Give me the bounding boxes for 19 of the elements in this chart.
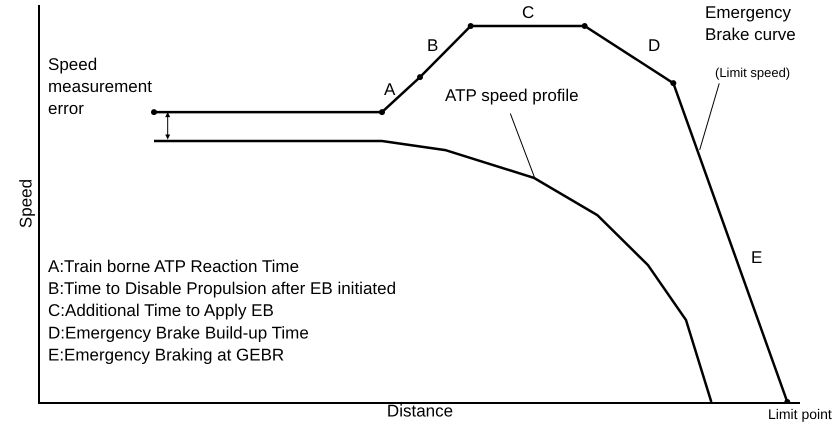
annotation: A:Train borne ATP Reaction Time B:Time to Disable Propulsion after EB initiated C:Additional Time to Apply EB D:Emergency Brake Build-up Time E:Emergency Braking at GEBR <box>48 257 396 364</box>
text: Limit point <box>768 406 832 422</box>
point <box>582 23 588 29</box>
text: Emergency Brake curve <box>705 3 796 44</box>
annotation: (Limit speed) <box>715 65 790 80</box>
x-axis-title: Distance <box>386 402 454 421</box>
annotation: E <box>751 248 762 267</box>
text: C <box>522 3 534 22</box>
y-axis-title: Speed <box>16 178 36 228</box>
point <box>151 109 157 116</box>
point <box>417 74 423 80</box>
annotation: A <box>384 80 396 99</box>
point <box>670 80 676 86</box>
text: ATP speed profile <box>445 86 579 105</box>
annotation: Speed measurement error <box>48 55 152 118</box>
point <box>468 23 474 29</box>
point <box>379 109 385 116</box>
annotation: D <box>648 36 660 55</box>
annotation: B <box>427 36 438 55</box>
